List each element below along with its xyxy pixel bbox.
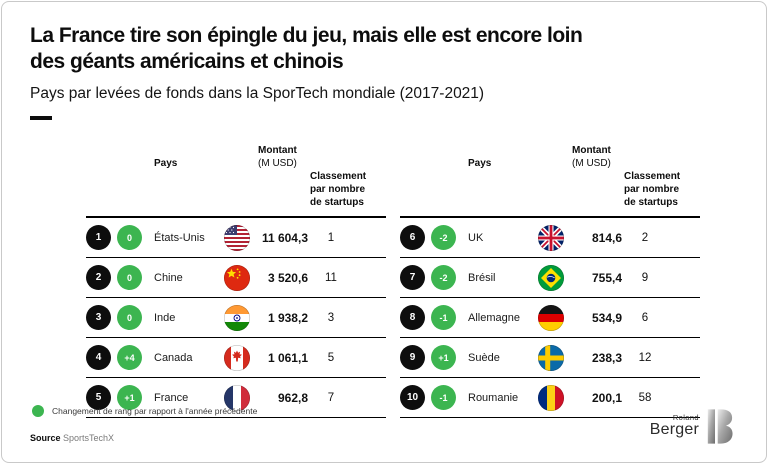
country-name: Inde <box>154 311 176 324</box>
page-title: La France tire son épingle du jeu, mais … <box>30 24 583 74</box>
montant-value: 200,1 <box>591 390 622 405</box>
flag-brazil-icon <box>538 264 564 291</box>
rank-badge: 9 <box>400 345 425 371</box>
rank-change-badge: 0 <box>117 305 142 331</box>
rank-badge: 4 <box>86 345 111 371</box>
source-value: SportsTechX <box>63 433 115 443</box>
country-name: France <box>154 391 189 404</box>
classement-value: 2 <box>641 231 649 244</box>
column-header-classement: Classement par nombre de startups <box>310 171 367 209</box>
classement-value: 11 <box>325 271 337 284</box>
rank-badge: 3 <box>86 305 111 331</box>
column-header-pays: Pays <box>468 158 492 170</box>
classement-value: 58 <box>638 391 652 404</box>
roland-berger-logo: Roland Berger <box>650 408 733 445</box>
flag-romania-icon <box>538 384 564 411</box>
flag-france-icon <box>224 384 250 411</box>
montant-value: 755,4 <box>591 270 622 285</box>
table-row: 4 +4 Canada 1 061,1 5 <box>86 338 386 379</box>
table-row: 1 0 États-Unis 11 604,3 1 <box>86 218 386 259</box>
table-row: 10 -1 Roumanie 200,1 58 <box>400 378 700 419</box>
montant-value: 1 061,1 <box>267 350 308 365</box>
rank-change-badge: +1 <box>431 345 456 371</box>
legend-green-dot-icon <box>32 405 44 417</box>
table-row: 2 0 Chine 3 520,6 11 <box>86 258 386 299</box>
rank-change-badge: -2 <box>431 225 456 251</box>
country-name: Allemagne <box>468 311 520 324</box>
table-row: 8 -1 Allemagne 534,9 6 <box>400 298 700 339</box>
page-subtitle: Pays par levées de fonds dans la SporTec… <box>30 85 485 103</box>
classement-value: 5 <box>327 351 335 364</box>
column-header-classement: Classement par nombre de startups <box>624 171 681 209</box>
montant-value: 1 938,2 <box>267 310 308 325</box>
flag-germany-icon <box>538 304 564 331</box>
flag-uk-icon <box>538 224 564 251</box>
rank-change-badge: -1 <box>431 385 456 411</box>
rank-change-badge: +4 <box>117 345 142 371</box>
ranking-table-left: Pays Montant (M USD) Classement par nomb… <box>86 144 386 419</box>
flag-china-icon <box>224 264 250 291</box>
classement-value: 7 <box>327 391 335 404</box>
country-name: Canada <box>154 351 193 364</box>
roland-berger-wordmark: Roland Berger <box>649 413 699 438</box>
rank-badge: 8 <box>400 305 425 331</box>
rank-change-badge: 0 <box>117 265 142 291</box>
roland-berger-b-icon <box>706 408 733 445</box>
country-name: Roumanie <box>468 391 519 404</box>
rank-badge: 7 <box>400 265 425 291</box>
ranking-tables: Pays Montant (M USD) Classement par nomb… <box>86 144 700 419</box>
column-header-pays: Pays <box>154 158 178 170</box>
classement-value: 9 <box>641 271 649 284</box>
montant-value: 238,3 <box>591 350 622 365</box>
table-row: 5 +1 France 962,8 7 <box>86 378 386 419</box>
table-row: 7 -2 Brésil 755,4 9 <box>400 258 700 299</box>
table-row: 3 0 Inde 1 938,2 3 <box>86 298 386 339</box>
montant-value: 534,9 <box>591 310 622 325</box>
source-label: Source <box>30 433 61 443</box>
country-name: Chine <box>154 271 183 284</box>
column-header-montant: Montant (M USD) <box>572 145 611 170</box>
country-name: Brésil <box>468 271 496 284</box>
montant-value: 11 604,3 <box>261 230 308 245</box>
source-line: Source SportsTechX <box>30 433 114 443</box>
legend-label: Changement de rang par rapport à l'année… <box>52 406 258 416</box>
rank-badge: 1 <box>86 225 111 251</box>
table-header-row: Pays Montant (M USD) Classement par nomb… <box>400 144 700 219</box>
legend: Changement de rang par rapport à l'année… <box>32 405 257 417</box>
flag-india-icon <box>224 304 250 331</box>
rank-badge: 6 <box>400 225 425 251</box>
slide-header: La France tire son épingle du jeu, mais … <box>2 2 766 121</box>
table-header-row: Pays Montant (M USD) Classement par nomb… <box>86 144 386 219</box>
country-name: États-Unis <box>154 231 205 244</box>
table-row: 6 -2 UK 814,6 2 <box>400 218 700 259</box>
rank-change-badge: +1 <box>117 385 142 411</box>
montant-value: 962,8 <box>277 390 308 405</box>
classement-value: 12 <box>638 351 652 364</box>
classement-value: 1 <box>327 231 335 244</box>
rank-change-badge: -1 <box>431 305 456 331</box>
montant-value: 814,6 <box>591 230 622 245</box>
montant-value: 3 520,6 <box>267 270 308 285</box>
rank-badge: 2 <box>86 265 111 291</box>
title-dash <box>30 116 52 121</box>
table-row: 9 +1 Suède 238,3 12 <box>400 338 700 379</box>
rank-badge: 5 <box>86 385 111 411</box>
flag-sweden-icon <box>538 344 564 371</box>
rank-badge: 10 <box>400 385 425 411</box>
rank-change-badge: -2 <box>431 265 456 291</box>
country-name: UK <box>468 231 484 244</box>
flag-canada-icon <box>224 344 250 371</box>
rank-change-badge: 0 <box>117 225 142 251</box>
ranking-table-right: Pays Montant (M USD) Classement par nomb… <box>400 144 700 419</box>
flag-usa-icon <box>224 224 250 251</box>
classement-value: 6 <box>641 311 649 324</box>
country-name: Suède <box>468 351 500 364</box>
classement-value: 3 <box>327 311 335 324</box>
column-header-montant: Montant (M USD) <box>258 145 297 170</box>
